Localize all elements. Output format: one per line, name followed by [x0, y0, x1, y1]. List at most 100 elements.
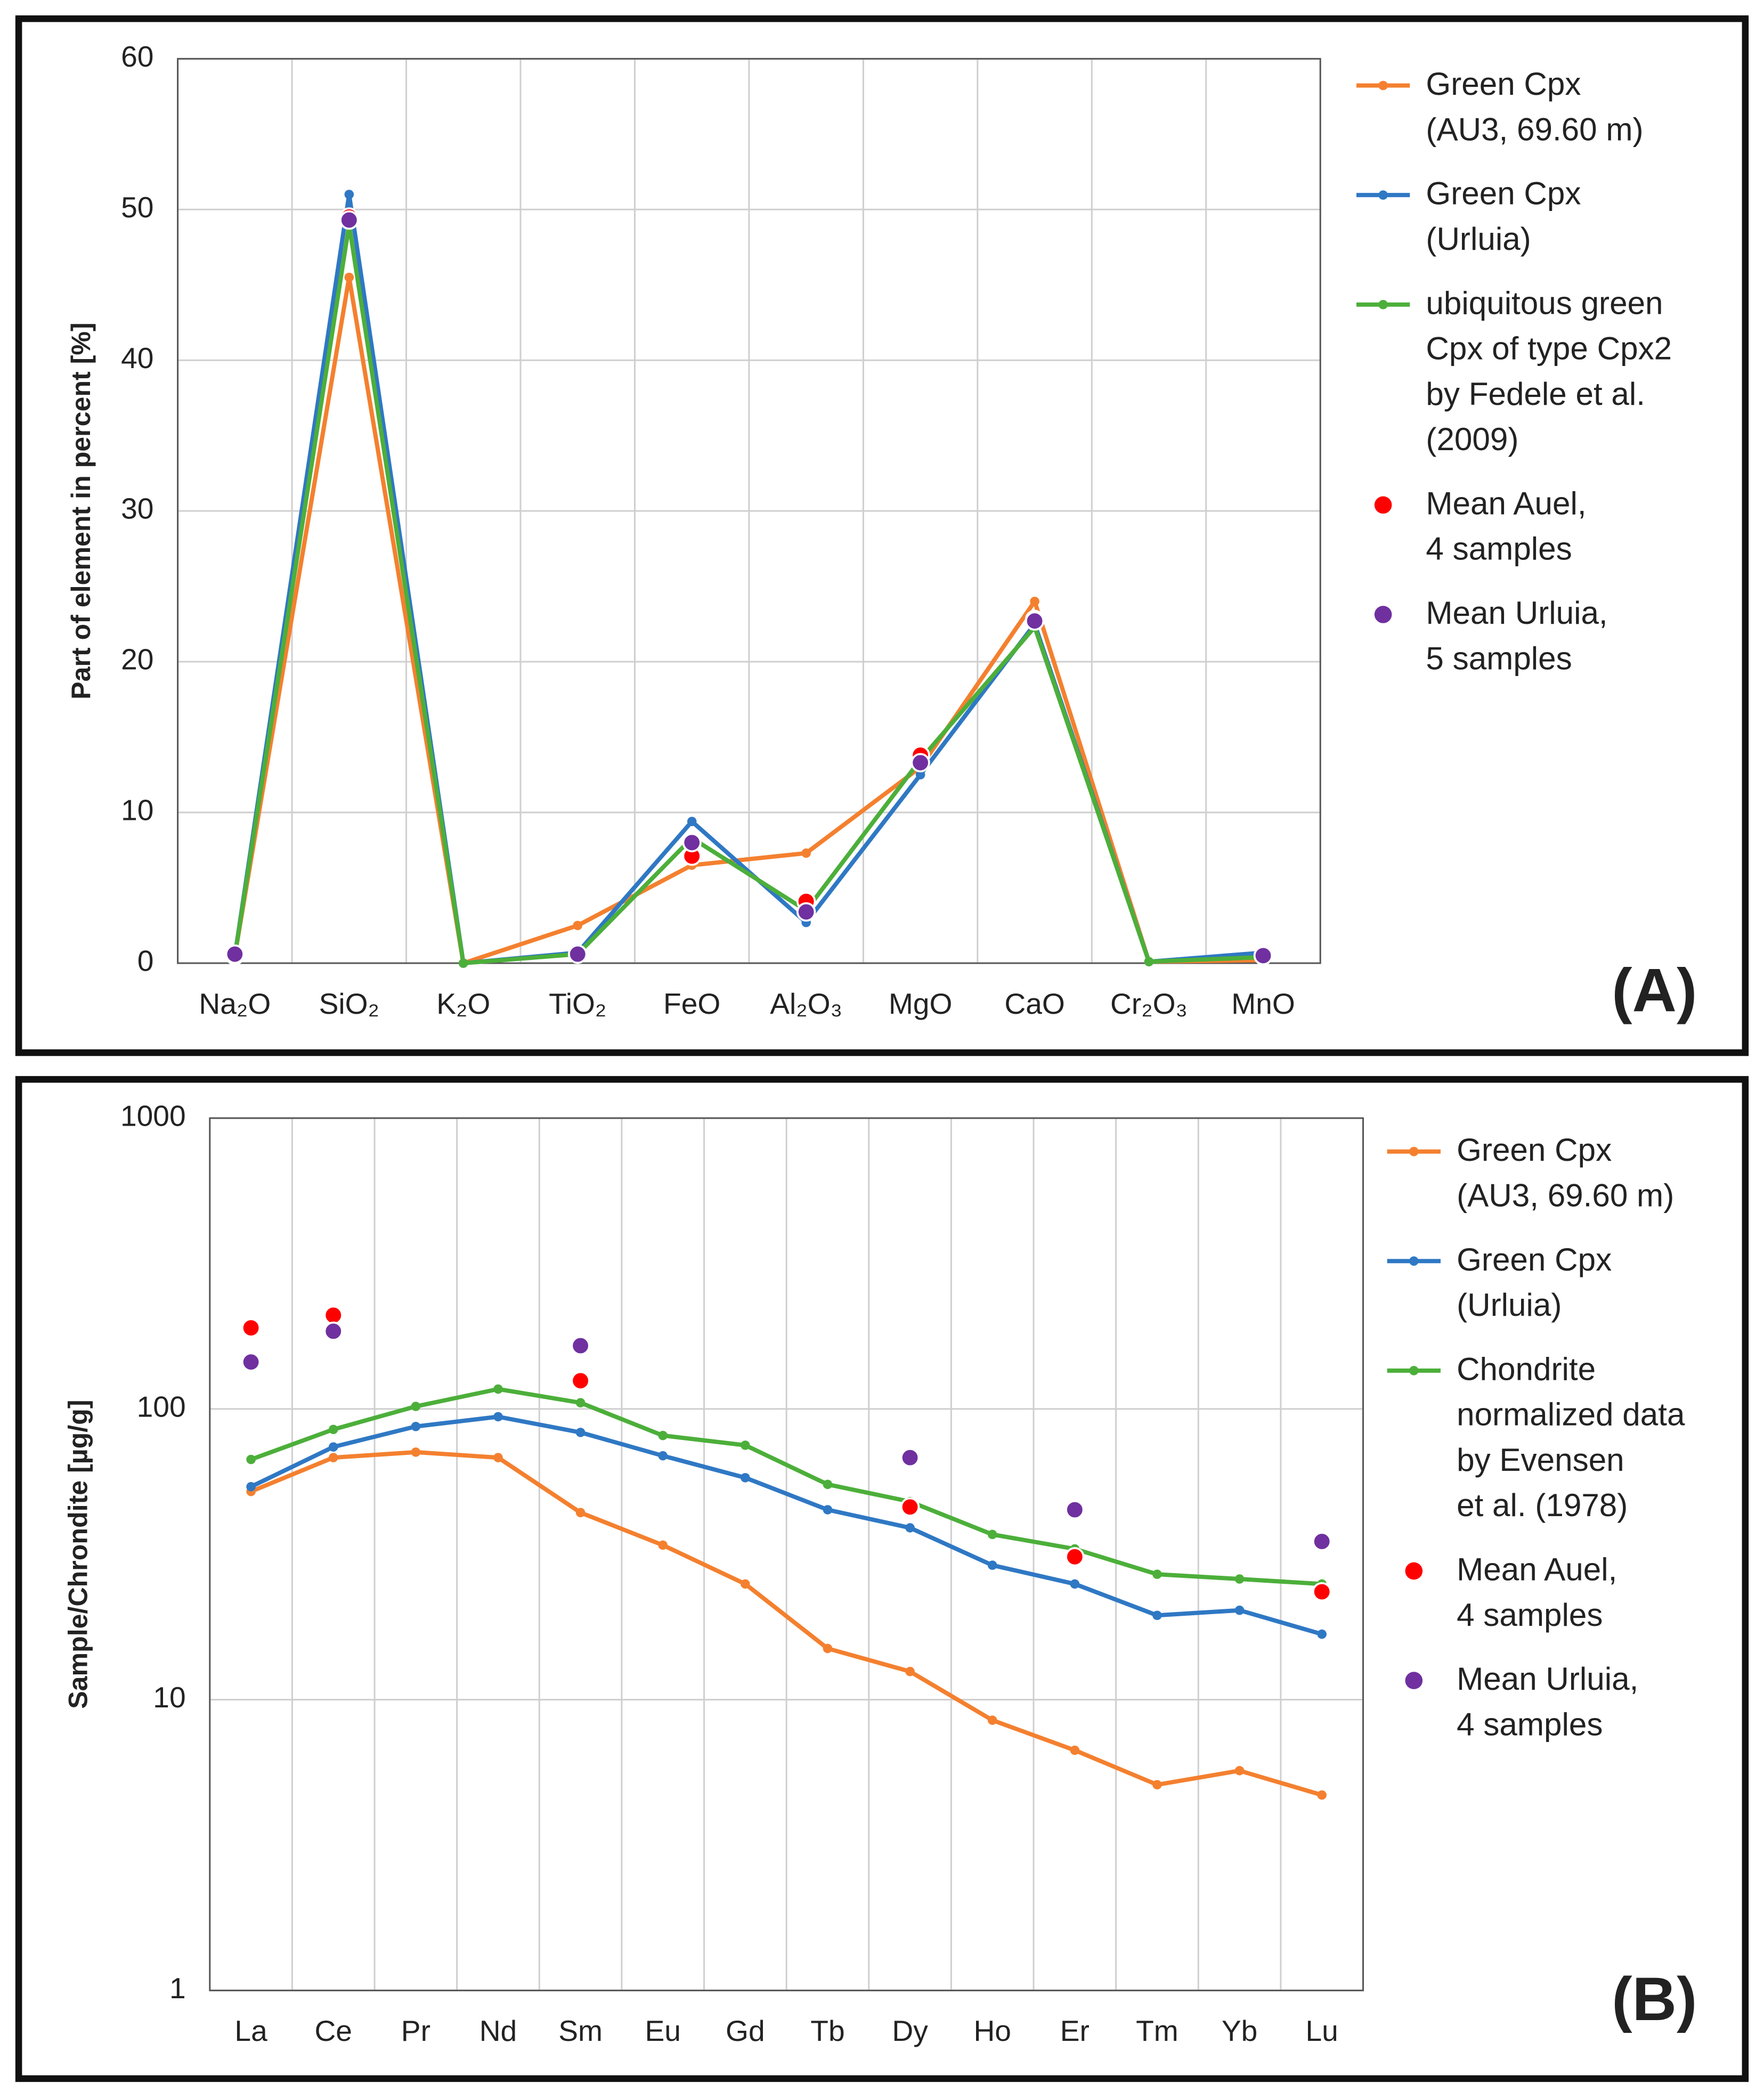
scatter-point [900, 1497, 920, 1517]
y-tick-label: 0 [137, 945, 154, 978]
series-line [250, 1387, 1322, 1586]
y-tick-label: 1 [169, 1972, 186, 2005]
line-point [658, 1451, 668, 1461]
y-tick-label: 20 [121, 643, 153, 676]
line-point [987, 1560, 997, 1570]
scatter-point [323, 1305, 343, 1325]
scatter-point [1025, 611, 1045, 631]
line-point [741, 1579, 750, 1589]
legend-entry: Chondrite normalized data by Evensen et … [1457, 1352, 1685, 1524]
x-tick-label: Yb [1222, 2014, 1257, 2047]
x-tick-label: Ce [314, 2014, 352, 2047]
x-tick-label: Dy [892, 2014, 928, 2047]
series-line [232, 275, 1264, 966]
scatter-point [1312, 1532, 1332, 1551]
scatter-point [1065, 1500, 1085, 1520]
line-point [658, 1430, 668, 1440]
scatter-point [1065, 1547, 1085, 1567]
x-tick-label: CaO [1004, 987, 1064, 1020]
plot-frame [209, 1117, 1364, 1991]
scatter-point [1312, 1582, 1332, 1602]
line-point [1030, 597, 1039, 606]
line-point [493, 1384, 503, 1394]
legend-point [1405, 1672, 1423, 1689]
x-tick-label: Cr₂O₃ [1110, 987, 1188, 1020]
panel-label: (B) [1612, 1965, 1697, 2033]
scatter-point [682, 833, 702, 852]
line-point [1070, 1745, 1080, 1755]
x-tick-label: Gd [726, 2014, 765, 2047]
line-point [1152, 1610, 1162, 1621]
scatter-point [796, 902, 816, 922]
x-tick-label: Nd [479, 2014, 517, 2047]
x-tick-label: Pr [401, 2014, 430, 2047]
scatter-point [911, 753, 930, 772]
line-point [328, 1453, 338, 1462]
legend-label: Green Cpx (Urluia) [1426, 176, 1581, 258]
scatter-point [241, 1318, 261, 1338]
y-tick-label: 10 [121, 794, 153, 827]
x-tick-label: K₂O [436, 987, 490, 1020]
x-tick-label: Tm [1136, 2014, 1178, 2047]
line-point [687, 817, 697, 826]
y-tick-label: 50 [121, 191, 153, 224]
legend-point [1409, 1146, 1419, 1157]
legend-label: Green Cpx (AU3, 69.60 m) [1457, 1133, 1674, 1215]
legend-label: Mean Urluia, 5 samples [1426, 596, 1608, 678]
legend-entry: Mean Auel, 4 samples [1457, 1552, 1617, 1634]
y-tick-label: 60 [121, 40, 153, 73]
line-point [741, 1440, 750, 1450]
legend-point [1378, 299, 1388, 310]
x-tick-label: FeO [663, 987, 720, 1020]
scatter-point [241, 1352, 261, 1372]
legend-label: Mean Auel, 4 samples [1426, 486, 1587, 568]
scatter-point [900, 1447, 920, 1468]
line-point [1317, 1629, 1327, 1639]
line-point [1152, 1569, 1162, 1579]
line-point [575, 1428, 586, 1437]
line-point [987, 1715, 997, 1725]
legend-label: Green Cpx (Urluia) [1457, 1242, 1612, 1324]
line-point [658, 1540, 668, 1550]
line-point [1317, 1790, 1327, 1800]
x-tick-label: La [234, 2014, 267, 2047]
line-point [1070, 1579, 1080, 1589]
line-point [1234, 1766, 1245, 1776]
line-point [411, 1421, 421, 1431]
legend-label: Mean Urluia, 4 samples [1457, 1662, 1639, 1744]
scatter-point [339, 210, 359, 230]
legend-entry: Mean Auel, 4 samples [1426, 486, 1587, 568]
line-point [575, 1398, 586, 1407]
legend-entry: Green Cpx (AU3, 69.60 m) [1426, 67, 1644, 149]
line-point [905, 1523, 915, 1533]
panel-label: (A) [1612, 957, 1697, 1025]
legend-entry: Green Cpx (Urluia) [1457, 1242, 1612, 1324]
x-tick-label: MgO [889, 987, 953, 1020]
line-point [987, 1529, 997, 1540]
line-point [823, 1505, 833, 1515]
scatter-point [1253, 946, 1273, 966]
legend-point [1409, 1256, 1419, 1266]
legend-point [1405, 1562, 1423, 1580]
x-tick-label: TiO₂ [549, 987, 606, 1020]
plot-frame [177, 58, 1321, 964]
y-axis-label: Sample/Chrondite [µg/g] [63, 1399, 93, 1708]
line-point [1234, 1574, 1245, 1584]
x-tick-label: Tb [810, 2014, 844, 2047]
line-point [328, 1425, 338, 1435]
line-point [823, 1479, 833, 1489]
line-point [915, 770, 925, 780]
scatter-point [571, 1371, 590, 1391]
panel-border [15, 1076, 1749, 2082]
legend-label: Green Cpx (AU3, 69.60 m) [1426, 67, 1644, 149]
y-tick-label: 100 [137, 1390, 186, 1423]
legend-entry: Mean Urluia, 5 samples [1426, 596, 1608, 678]
x-tick-label: Lu [1306, 2014, 1338, 2047]
y-tick-label: 1000 [120, 1099, 186, 1132]
line-point [905, 1666, 915, 1676]
line-point [246, 1482, 256, 1492]
line-point [328, 1442, 338, 1452]
line-point [493, 1412, 503, 1422]
